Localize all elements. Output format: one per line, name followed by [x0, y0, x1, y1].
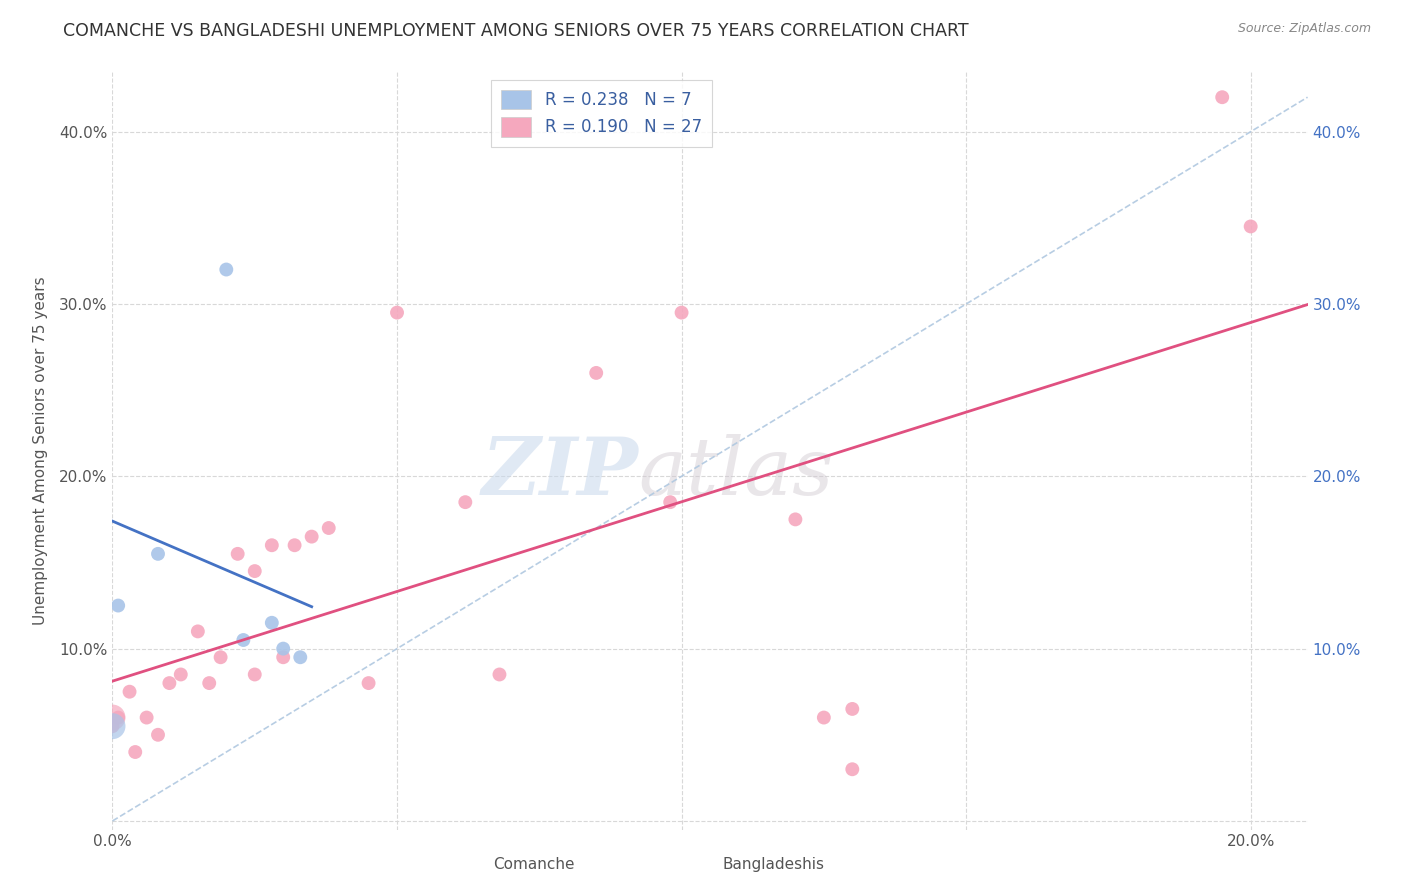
Point: [284, 538, 307, 552]
Point: [101, 710, 124, 724]
Point: [107, 710, 129, 724]
Point: [301, 530, 323, 544]
Point: [671, 305, 693, 319]
Text: ZIP: ZIP: [481, 434, 638, 512]
Point: [243, 667, 266, 681]
Text: Source: ZipAtlas.com: Source: ZipAtlas.com: [1237, 22, 1371, 36]
Point: [585, 366, 607, 380]
Point: [170, 667, 193, 681]
Point: [146, 547, 169, 561]
Point: [1211, 90, 1233, 104]
Text: COMANCHE VS BANGLADESHI UNEMPLOYMENT AMONG SENIORS OVER 75 YEARS CORRELATION CHA: COMANCHE VS BANGLADESHI UNEMPLOYMENT AMO…: [63, 22, 969, 40]
Text: Bangladeshis: Bangladeshis: [723, 857, 824, 872]
Point: [659, 495, 682, 509]
Point: [841, 762, 863, 776]
Point: [785, 512, 807, 526]
Point: [260, 615, 283, 630]
Point: [215, 262, 238, 277]
Point: [271, 650, 294, 665]
Point: [232, 633, 254, 648]
Point: [813, 710, 835, 724]
Point: [290, 650, 312, 665]
Point: [101, 719, 124, 733]
Point: [118, 684, 141, 698]
Point: [841, 702, 863, 716]
Point: [209, 650, 232, 665]
Legend: R = 0.238   N = 7, R = 0.190   N = 27: R = 0.238 N = 7, R = 0.190 N = 27: [491, 79, 711, 146]
Point: [260, 538, 283, 552]
Point: [357, 676, 380, 690]
Text: atlas: atlas: [638, 434, 834, 512]
Point: [454, 495, 477, 509]
Point: [135, 710, 157, 724]
Point: [198, 676, 221, 690]
Point: [271, 641, 294, 656]
Y-axis label: Unemployment Among Seniors over 75 years: Unemployment Among Seniors over 75 years: [32, 277, 48, 624]
Point: [1240, 219, 1263, 234]
Point: [488, 667, 510, 681]
Point: [226, 547, 249, 561]
Point: [187, 624, 209, 639]
Point: [124, 745, 146, 759]
Point: [107, 599, 129, 613]
Point: [157, 676, 180, 690]
Point: [243, 564, 266, 578]
Point: [101, 719, 124, 733]
Point: [385, 305, 408, 319]
Point: [146, 728, 169, 742]
Text: Comanche: Comanche: [494, 857, 575, 872]
Point: [318, 521, 340, 535]
